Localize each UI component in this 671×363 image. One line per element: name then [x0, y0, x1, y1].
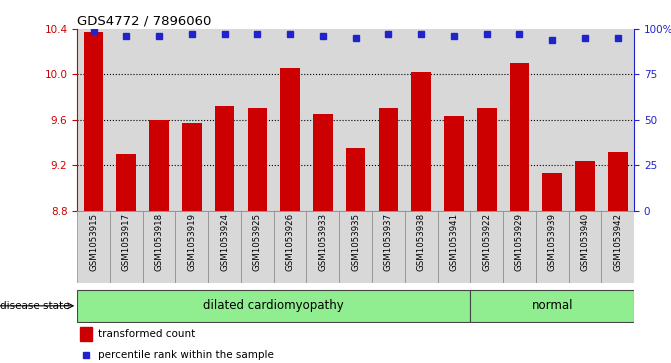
Text: GSM1053939: GSM1053939 [548, 213, 557, 271]
Bar [568, 29, 601, 211]
Text: GSM1053933: GSM1053933 [318, 213, 327, 271]
Bar [280, 68, 300, 211]
Text: GSM1053935: GSM1053935 [351, 213, 360, 271]
Text: GSM1053942: GSM1053942 [613, 213, 622, 271]
Bar [405, 29, 437, 211]
Bar [80, 327, 92, 341]
Bar [346, 148, 366, 211]
Bar [110, 211, 143, 283]
Bar [411, 72, 431, 211]
Bar [372, 211, 405, 283]
Bar [437, 29, 470, 211]
Text: GSM1053925: GSM1053925 [253, 213, 262, 271]
Bar [307, 29, 340, 211]
Text: GSM1053924: GSM1053924 [220, 213, 229, 271]
Bar [378, 109, 398, 211]
Bar [536, 211, 568, 283]
Bar [509, 63, 529, 211]
Text: GSM1053929: GSM1053929 [515, 213, 524, 271]
Bar [405, 211, 437, 283]
Bar [241, 211, 274, 283]
Bar [437, 211, 470, 283]
Bar [601, 211, 634, 283]
Text: GSM1053915: GSM1053915 [89, 213, 98, 271]
Bar [241, 29, 274, 211]
Bar [143, 211, 175, 283]
Text: GDS4772 / 7896060: GDS4772 / 7896060 [77, 15, 211, 28]
Text: GSM1053938: GSM1053938 [417, 213, 425, 271]
Bar [110, 29, 143, 211]
Bar [601, 29, 634, 211]
Text: GSM1053937: GSM1053937 [384, 213, 393, 271]
Bar [208, 29, 241, 211]
Bar [149, 120, 169, 211]
Text: GSM1053918: GSM1053918 [154, 213, 164, 271]
Bar [77, 29, 110, 211]
Bar [313, 114, 333, 211]
Bar [117, 154, 136, 211]
Text: GSM1053926: GSM1053926 [286, 213, 295, 271]
Bar [307, 211, 340, 283]
Text: GSM1053941: GSM1053941 [450, 213, 458, 271]
Text: GSM1053917: GSM1053917 [122, 213, 131, 271]
Bar [470, 290, 634, 322]
Bar [208, 211, 241, 283]
Bar [536, 29, 568, 211]
Bar [77, 211, 110, 283]
Text: percentile rank within the sample: percentile rank within the sample [99, 350, 274, 360]
Text: dilated cardiomyopathy: dilated cardiomyopathy [203, 299, 344, 312]
Bar [503, 29, 536, 211]
Bar [182, 123, 202, 211]
Bar [503, 211, 536, 283]
Bar [470, 29, 503, 211]
Text: GSM1053922: GSM1053922 [482, 213, 491, 271]
Bar [274, 29, 307, 211]
Bar [175, 29, 208, 211]
Bar [470, 211, 503, 283]
Text: GSM1053940: GSM1053940 [580, 213, 589, 271]
Text: disease state: disease state [0, 301, 70, 311]
Bar [84, 32, 103, 211]
Bar [477, 109, 497, 211]
Bar [568, 211, 601, 283]
Bar [444, 117, 464, 211]
Bar [77, 290, 470, 322]
Text: transformed count: transformed count [99, 329, 195, 339]
Bar [175, 211, 208, 283]
Text: GSM1053919: GSM1053919 [187, 213, 197, 271]
Bar [215, 106, 234, 211]
Bar [248, 109, 267, 211]
Bar [274, 211, 307, 283]
Bar [608, 152, 627, 211]
Text: normal: normal [531, 299, 573, 312]
Bar [575, 160, 595, 211]
Bar [372, 29, 405, 211]
Bar [143, 29, 175, 211]
Bar [340, 29, 372, 211]
Bar [542, 173, 562, 211]
Bar [340, 211, 372, 283]
